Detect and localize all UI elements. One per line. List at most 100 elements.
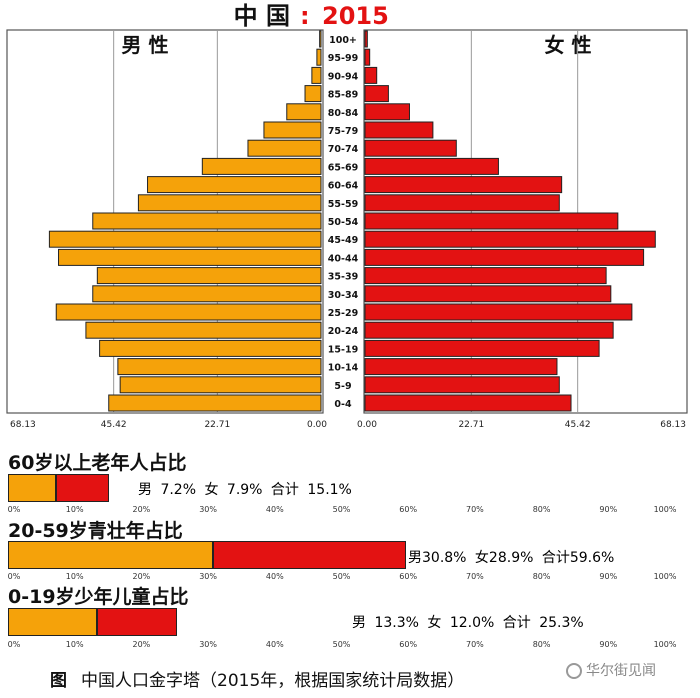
chart-title-sep: :: [300, 2, 310, 30]
bar-male: [117, 358, 322, 376]
figure-caption-text: 中国人口金字塔（2015年，根据国家统计局数据）: [81, 671, 465, 691]
bar-male: [58, 248, 322, 266]
bar-female: [364, 230, 656, 248]
bar-male: [311, 66, 322, 84]
share-tick-label: 30%: [199, 505, 217, 514]
share-title-working: 20-59岁青壮年占比: [8, 520, 183, 542]
share-bar-youth: [8, 608, 675, 636]
share-tick-label: 20%: [132, 572, 151, 581]
bar-male: [92, 212, 322, 230]
share-tick-label: 90%: [599, 640, 618, 649]
bar-female: [364, 30, 368, 48]
bar-male: [286, 103, 322, 121]
bar-female: [364, 321, 614, 339]
bar-male: [201, 157, 322, 175]
age-label: 75-79: [328, 126, 358, 137]
share-tick-label: 60%: [399, 505, 418, 514]
age-label: 85-89: [328, 90, 358, 101]
share-tick-label: 50%: [332, 572, 351, 581]
share-title-elderly: 60岁以上老年人占比: [8, 452, 187, 474]
share-tick-label: 70%: [466, 572, 484, 581]
bar-male: [137, 194, 322, 212]
x-tick-label: 22.71: [204, 420, 230, 430]
bar-female: [364, 394, 572, 412]
share-title-youth: 0-19岁少年儿童占比: [8, 586, 189, 608]
share-bar-working: [8, 541, 675, 569]
share-tick-label: 0%: [7, 572, 21, 581]
share-text-elderly: 男 7.2% 女 7.9% 合计 15.1%: [138, 482, 352, 498]
bar-female: [364, 376, 560, 394]
figure-label: 图: [50, 671, 67, 691]
age-label: 5-9: [334, 381, 351, 392]
share-bar-female: [96, 608, 177, 636]
bar-male: [108, 394, 322, 412]
share-bar-female: [56, 474, 109, 502]
share-tick-label: 50%: [332, 640, 351, 649]
x-tick-label: 68.13: [10, 420, 36, 430]
share-tick-label: 40%: [265, 505, 284, 514]
x-tick-label: 0.00: [307, 420, 327, 430]
share-tick-label: 70%: [466, 505, 484, 514]
age-label: 60-64: [328, 181, 359, 192]
bar-male: [92, 285, 322, 303]
share-tick-label: 10%: [65, 640, 84, 649]
share-tick-label: 10%: [65, 572, 84, 581]
age-label: 70-74: [328, 144, 359, 155]
age-label: 35-39: [328, 272, 358, 283]
share-tick-label: 0%: [7, 640, 21, 649]
bar-female: [364, 121, 434, 139]
share-ticks-youth: 0% 10% 20% 30% 40% 50% 60% 70% 80% 90% 100%: [0, 640, 700, 652]
share-tick-label: 20%: [132, 505, 151, 514]
share-text-working: 男30.8% 女28.9% 合计59.6%: [408, 550, 615, 566]
bar-male: [316, 48, 322, 66]
x-tick-label: 45.42: [565, 420, 591, 430]
share-tick-label: 80%: [532, 572, 551, 581]
share-tick-label: 90%: [599, 505, 618, 514]
bar-female: [364, 285, 612, 303]
watermark-text: 华尔街见闻: [586, 663, 656, 679]
share-tick-label: 100%: [653, 640, 677, 649]
bar-male: [263, 121, 322, 139]
share-tick-label: 90%: [599, 572, 618, 581]
age-label: 80-84: [328, 108, 359, 119]
share-tick-label: 100%: [653, 505, 677, 514]
share-tick-label: 30%: [199, 640, 217, 649]
bar-female: [364, 139, 457, 157]
chart-title-country: 中 国: [234, 2, 290, 30]
age-label: 50-54: [328, 217, 359, 228]
bar-female: [364, 248, 645, 266]
share-tick-label: 40%: [265, 640, 284, 649]
bar-female: [364, 303, 633, 321]
bar-female: [364, 85, 389, 103]
share-tick-label: 70%: [466, 640, 484, 649]
share-tick-label: 0%: [7, 505, 21, 514]
share-tick-label: 60%: [399, 572, 418, 581]
population-pyramid-chart: 中 国:2015 男 性 女 性 100+ 95-99 90-94 85-89 80-84 75…: [6, 2, 688, 430]
bar-male: [247, 139, 322, 157]
bar-male: [85, 321, 322, 339]
male-label: 男 性: [122, 33, 169, 57]
bar-male: [96, 267, 322, 285]
bar-male: [304, 85, 322, 103]
share-tick-label: 10%: [65, 505, 84, 514]
bar-female: [364, 103, 410, 121]
bar-female: [364, 157, 499, 175]
x-tick-label: 0.00: [357, 420, 377, 430]
bar-male: [147, 176, 322, 194]
age-label: 0-4: [334, 399, 352, 410]
bar-male: [48, 230, 322, 248]
bar-female: [364, 48, 371, 66]
age-label: 25-29: [328, 308, 358, 319]
x-tick-label: 45.42: [101, 420, 127, 430]
share-ticks-elderly: 0% 10% 20% 30% 40% 50% 60% 70% 80% 90% 100%: [0, 505, 700, 517]
age-label: 90-94: [328, 71, 359, 82]
bar-female: [364, 339, 600, 357]
share-tick-label: 30%: [199, 572, 217, 581]
bar-male: [55, 303, 322, 321]
bar-female: [364, 358, 558, 376]
age-label: 55-59: [328, 199, 358, 210]
share-bar-male: [8, 608, 97, 636]
bar-female: [364, 212, 619, 230]
share-tick-label: 100%: [653, 572, 677, 581]
share-bar-male: [8, 474, 57, 502]
